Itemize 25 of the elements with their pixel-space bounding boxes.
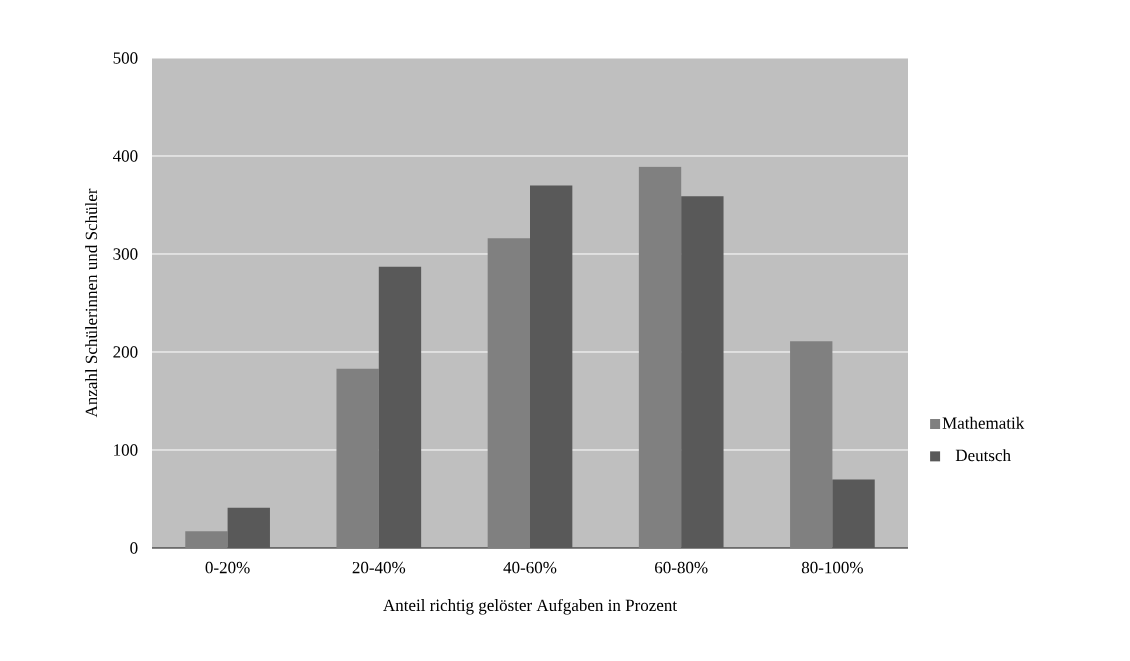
bar	[530, 185, 573, 548]
bar	[227, 507, 270, 548]
bar	[378, 266, 422, 548]
x-tick-label: 60-80%	[655, 561, 708, 574]
y-tick-label: 400	[112, 150, 138, 162]
legend-label: Mathematik	[942, 416, 1025, 429]
x-tick-label: 20-40%	[352, 561, 406, 574]
bar	[681, 196, 724, 548]
y-tick-label: 0	[130, 542, 138, 554]
bar	[790, 341, 833, 548]
bar	[832, 479, 875, 548]
bar	[638, 166, 682, 548]
y-tick-label: 200	[113, 346, 138, 358]
y-tick-label: 300	[113, 248, 138, 260]
y-axis-title: Anzahl Schülerinnen und Schüler	[85, 188, 98, 418]
x-tick-label: 40-60%	[503, 561, 557, 574]
x-tick-label: 0-20%	[205, 561, 250, 574]
x-axis-title: Anteil richtig gelöster Aufgaben in Prozent	[383, 598, 677, 615]
y-tick-label: 500	[113, 52, 138, 64]
x-tick-label: 80-100%	[801, 561, 863, 574]
legend-label: Deutsch	[955, 449, 1011, 462]
bar	[487, 238, 530, 548]
y-tick-label: 100	[114, 444, 138, 456]
bar	[185, 531, 228, 548]
bar	[336, 368, 379, 548]
